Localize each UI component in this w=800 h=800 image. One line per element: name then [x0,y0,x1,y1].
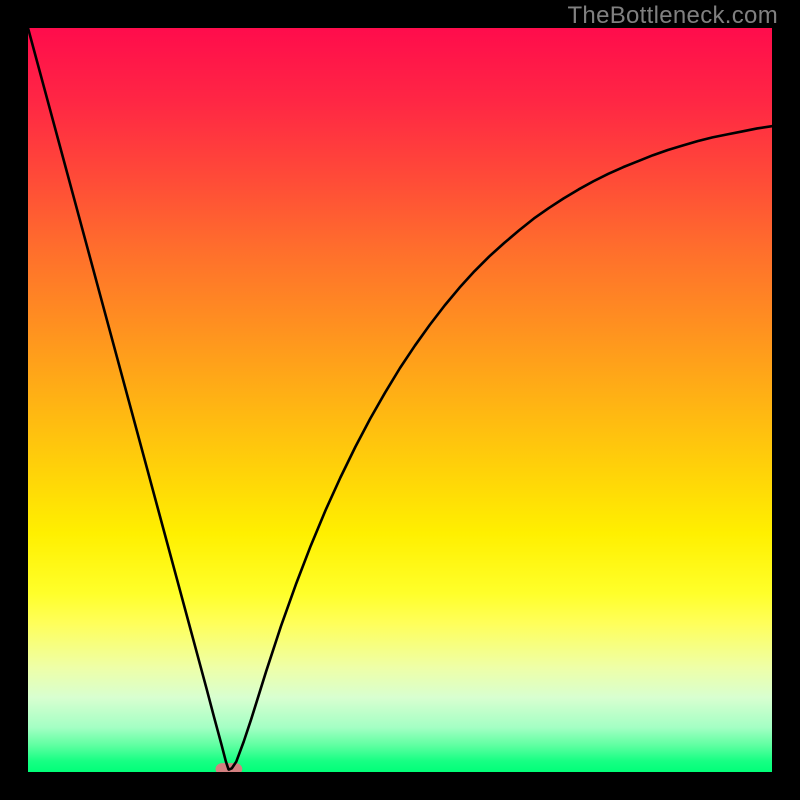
chart-frame: TheBottleneck.com [0,0,800,800]
watermark-text: TheBottleneck.com [567,2,778,30]
chart-background [28,28,772,772]
plot-area [28,28,772,772]
chart-canvas [28,28,772,772]
